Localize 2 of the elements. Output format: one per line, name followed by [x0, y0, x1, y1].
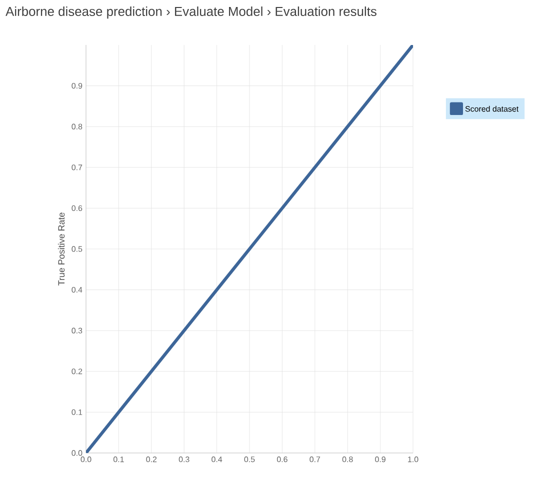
y-axis-title: True Positive Rate: [58, 212, 65, 286]
chart-title: Airborne disease prediction › Evaluate Model › Evaluation results: [6, 6, 376, 19]
